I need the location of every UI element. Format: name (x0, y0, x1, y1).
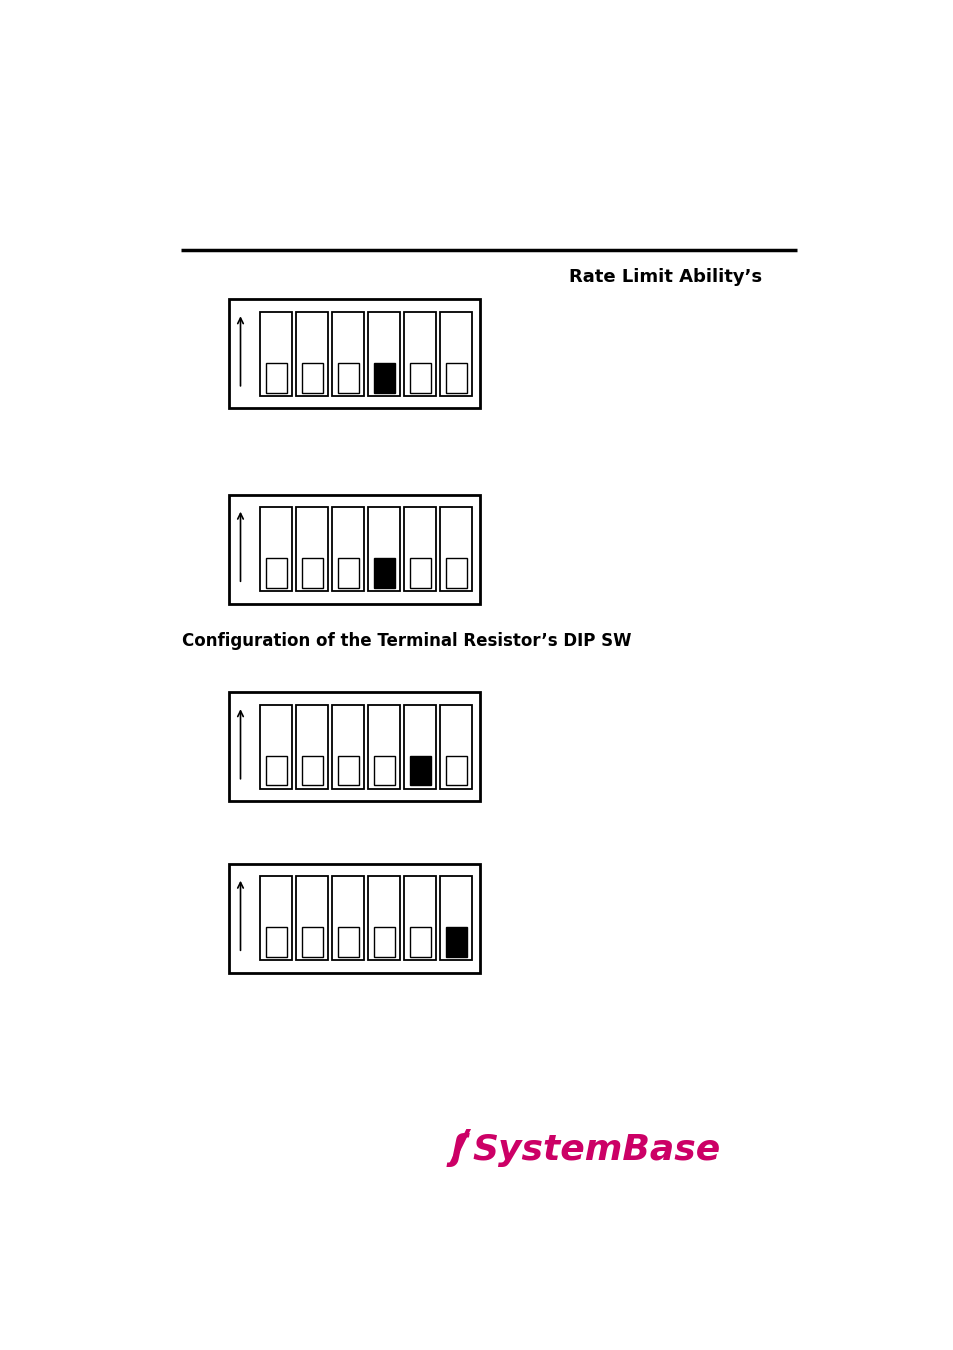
Bar (337, 927, 358, 957)
Bar (332, 876, 364, 960)
Bar (229, 494, 479, 603)
Bar (295, 876, 328, 960)
Bar (332, 508, 364, 591)
Bar (295, 312, 328, 396)
Bar (266, 756, 287, 786)
Text: /: / (453, 1127, 468, 1169)
Bar (409, 927, 430, 957)
Bar (368, 876, 400, 960)
Bar (295, 508, 328, 591)
Text: Rate Limit Ability’s: Rate Limit Ability’s (569, 269, 761, 286)
Bar (229, 693, 479, 802)
Bar (260, 508, 293, 591)
Bar (301, 756, 322, 786)
Bar (368, 508, 400, 591)
Bar (301, 363, 322, 393)
Bar (403, 876, 436, 960)
Bar (445, 363, 466, 393)
Bar (266, 363, 287, 393)
Bar (409, 363, 430, 393)
Bar (337, 756, 358, 786)
Bar (266, 559, 287, 589)
Bar (337, 363, 358, 393)
Bar (229, 864, 479, 973)
Bar (439, 312, 472, 396)
Bar (409, 756, 430, 786)
Bar (332, 312, 364, 396)
Text: SystemBase: SystemBase (472, 1133, 720, 1166)
Bar (301, 927, 322, 957)
Bar (374, 927, 395, 957)
Bar (403, 508, 436, 591)
Bar (260, 876, 293, 960)
Bar (439, 705, 472, 788)
Bar (445, 559, 466, 589)
Bar (409, 559, 430, 589)
Bar (374, 363, 395, 393)
Bar (374, 756, 395, 786)
Bar (266, 927, 287, 957)
Bar (368, 312, 400, 396)
Bar (368, 705, 400, 788)
Bar (439, 876, 472, 960)
Text: ʃ: ʃ (450, 1133, 465, 1166)
Bar (337, 559, 358, 589)
Bar (403, 705, 436, 788)
Bar (332, 705, 364, 788)
Bar (301, 559, 322, 589)
Bar (445, 756, 466, 786)
Bar (374, 559, 395, 589)
Bar (295, 705, 328, 788)
Bar (403, 312, 436, 396)
Bar (445, 927, 466, 957)
Bar (260, 705, 293, 788)
Bar (229, 300, 479, 408)
Text: Configuration of the Terminal Resistor’s DIP SW: Configuration of the Terminal Resistor’s… (182, 632, 631, 649)
Bar (439, 508, 472, 591)
Bar (260, 312, 293, 396)
